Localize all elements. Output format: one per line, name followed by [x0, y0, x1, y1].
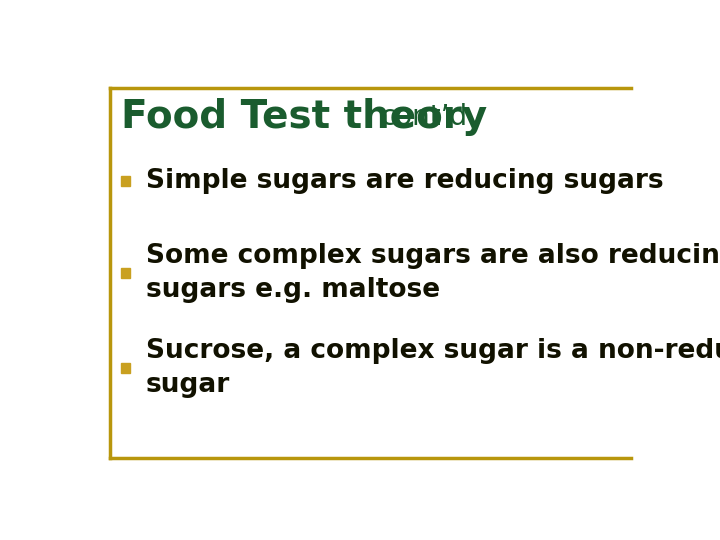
Bar: [121, 268, 130, 278]
Bar: [121, 176, 130, 186]
Text: Some complex sugars are also reducing
sugars e.g. maltose: Some complex sugars are also reducing su…: [145, 242, 720, 303]
Bar: [121, 363, 130, 373]
Text: Food Test theory: Food Test theory: [121, 98, 500, 136]
Text: cont’d: cont’d: [380, 103, 467, 131]
Text: Simple sugars are reducing sugars: Simple sugars are reducing sugars: [145, 168, 663, 194]
Text: Sucrose, a complex sugar is a non-reducing
sugar: Sucrose, a complex sugar is a non-reduci…: [145, 339, 720, 399]
